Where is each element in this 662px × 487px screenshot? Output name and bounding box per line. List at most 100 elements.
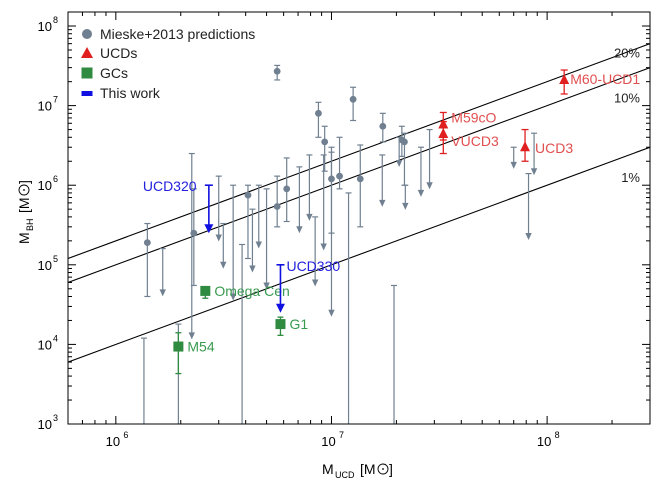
y-tick-exp-4: 7: [53, 95, 58, 105]
legend: Mieske+2013 predictions UCDs GCs This work: [81, 26, 255, 101]
reference-line-0: [68, 43, 650, 260]
y-tick-label-1: 10 4: [38, 333, 58, 352]
y-tick-base-4: 10: [38, 99, 52, 114]
mieske-limit-arrow-20: [417, 189, 425, 197]
y-axis-label-close: ]: [16, 180, 32, 184]
gc-label-0: Omega Cen: [214, 283, 289, 299]
x-axis-label-sub: UCD: [335, 470, 355, 480]
ucd-label-1: M59cO: [451, 109, 496, 125]
mieske-point-1: [190, 229, 198, 237]
y-tick-label-3: 10 6: [38, 174, 58, 193]
mieske-point-9: [336, 172, 343, 180]
ucd-label-2: VUCD3: [451, 133, 499, 149]
x-axis-label-main: M: [322, 461, 334, 477]
mieske-limit-arrow-17: [379, 199, 386, 207]
mieske-limit-arrow-9: [255, 241, 262, 249]
reference-lines: [68, 43, 650, 363]
y-tick-exp-5: 8: [53, 15, 58, 25]
y-tick-base-3: 10: [38, 178, 52, 193]
y-axis-sun-symbol-dot: [23, 189, 25, 191]
ucd-point-0: [559, 73, 570, 84]
mieske-limit-arrow-1: [159, 289, 166, 297]
y-tick-exp-2: 5: [53, 254, 58, 264]
ucd-point-3: [520, 141, 531, 152]
mieske-point-3: [273, 67, 281, 75]
mieske-limit-arrow-12: [306, 213, 313, 221]
mieske-limit-arrow-14: [320, 243, 327, 251]
y-tick-label-2: 10 5: [38, 254, 58, 273]
mieske-limit-arrow-8: [249, 265, 256, 273]
x-tick-exp-2: 8: [555, 430, 560, 440]
y-tick-exp-1: 4: [53, 333, 58, 343]
y-tick-exp-3: 6: [53, 174, 58, 184]
mieske-limit-arrow-23: [530, 168, 538, 176]
mieske-limit-arrow-3: [188, 332, 195, 340]
mieske-limit-arrow-19: [402, 202, 409, 210]
mieske-point-4: [273, 203, 281, 210]
mieske-point-0: [143, 239, 151, 247]
x-tick-base-1: 10: [321, 434, 335, 449]
reference-line-label-2: 1%: [621, 170, 640, 185]
x-tick-label-2: 10 8: [537, 430, 560, 449]
mieske-limit-arrow-15: [328, 309, 335, 317]
ucd-points: M60-UCD1 M59cO VUCD3 UCD3: [438, 69, 640, 162]
y-tick-label-5: 10 8: [38, 15, 58, 34]
legend-label-0: Mieske+2013 predictions: [100, 26, 255, 42]
mieske-limit-arrow-21: [426, 182, 433, 190]
legend-marker-this-work: [81, 91, 93, 96]
mieske-limit-arrow-4: [215, 234, 222, 242]
x-tick-exp-1: 7: [339, 430, 344, 440]
mieske-limit-arrow-6: [229, 293, 237, 301]
y-tick-base-5: 10: [38, 19, 52, 34]
reference-line-label-0: 20%: [614, 45, 640, 60]
legend-marker-gcs: [81, 67, 93, 79]
mieske-upper-limits: [140, 128, 538, 424]
work-arrow-1: [275, 303, 285, 313]
ucd-label-3: UCD3: [535, 140, 573, 156]
mieske-point-10: [349, 95, 357, 103]
mieske-point-6: [315, 109, 322, 117]
x-tick-exp-0: 6: [123, 430, 128, 440]
mieske-limit-arrow-18: [395, 160, 403, 168]
y-tick-label-0: 10 3: [38, 413, 58, 432]
mieske-limit-arrow-5: [220, 261, 227, 269]
mieske-point-8: [328, 175, 335, 183]
mieske-limit-arrow-13: [311, 279, 319, 287]
gc-label-1: G1: [289, 316, 308, 332]
gc-point-2: [173, 341, 184, 352]
reference-line-labels: 20% 10% 1%: [614, 45, 640, 185]
plot-frame: [67, 11, 651, 425]
legend-label-1: UCDs: [100, 45, 137, 61]
mieske-point-11: [356, 175, 364, 183]
y-tick-base-0: 10: [38, 417, 52, 432]
mieske-point-12: [379, 122, 387, 130]
mieske-limit-arrow-10: [263, 282, 270, 290]
reference-line-label-1: 10%: [614, 90, 640, 105]
reference-line-2: [68, 146, 650, 363]
mieske-limit-arrow-11: [296, 226, 303, 234]
legend-label-2: GCs: [100, 65, 128, 81]
mieske-limit-arrow-22: [510, 161, 517, 169]
work-label-1: UCD330: [286, 258, 340, 274]
x-axis-label-unit: [M: [360, 461, 376, 477]
y-axis-label-sub: BH: [25, 218, 35, 231]
work-label-0: UCD320: [143, 178, 197, 194]
legend-label-3: This work: [100, 85, 161, 101]
x-axis-sun-symbol: [377, 463, 389, 475]
reference-line-1: [68, 67, 650, 283]
x-tick-label-1: 10 7: [321, 430, 344, 449]
gc-points: Omega Cen G1 M54: [173, 283, 308, 375]
y-axis-label: MBH [M]: [16, 180, 35, 244]
y-tick-exp-0: 3: [53, 413, 58, 423]
mieske-point-14: [401, 138, 408, 146]
legend-marker-ucds: [81, 47, 93, 58]
mieske-limit-arrow-24: [525, 233, 532, 241]
mieske-point-7: [321, 138, 329, 146]
x-axis-label: M UCD [M]: [322, 461, 393, 480]
x-tick-label-0: 10 6: [106, 430, 129, 449]
this-work-limits: UCD320 UCD330: [143, 178, 340, 313]
y-tick-base-2: 10: [38, 258, 52, 273]
y-axis-label-unit: [M: [16, 197, 32, 213]
y-tick-base-1: 10: [38, 337, 52, 352]
